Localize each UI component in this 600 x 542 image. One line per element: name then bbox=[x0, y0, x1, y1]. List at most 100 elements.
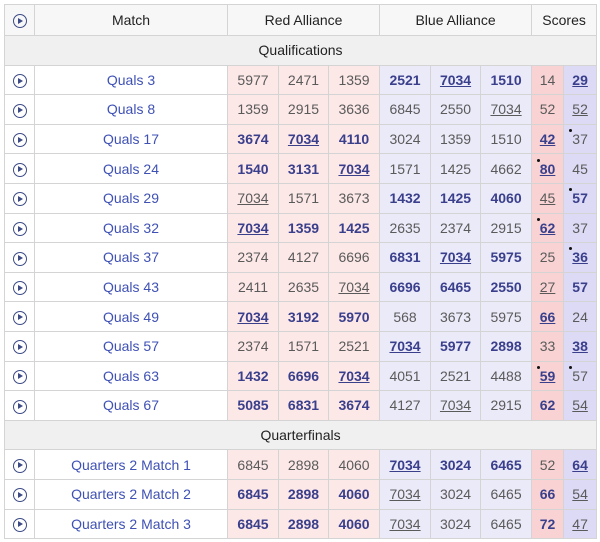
red-team-cell[interactable]: 2471 bbox=[278, 64, 329, 96]
red-team-cell[interactable]: 6831 bbox=[278, 390, 329, 421]
blue-team-cell[interactable]: 7034 bbox=[480, 94, 533, 125]
blue-team-cell[interactable]: 7034 bbox=[430, 242, 482, 273]
blue-team-cell[interactable]: 2898 bbox=[480, 330, 533, 362]
red-score-cell[interactable]: 52 bbox=[531, 449, 565, 480]
blue-team-cell[interactable]: 4060 bbox=[480, 182, 533, 214]
red-team-cell[interactable]: 1571 bbox=[278, 182, 329, 214]
play-cell[interactable] bbox=[4, 242, 35, 273]
match-link[interactable]: Quals 63 bbox=[34, 360, 228, 392]
red-team-cell[interactable]: 4127 bbox=[278, 242, 329, 273]
blue-score-cell[interactable]: 37 bbox=[563, 212, 598, 244]
red-team-cell[interactable]: 2521 bbox=[327, 330, 381, 362]
match-link[interactable]: Quals 8 bbox=[34, 94, 228, 125]
red-team-cell[interactable]: 3673 bbox=[327, 182, 381, 214]
blue-team-cell[interactable]: 5975 bbox=[480, 301, 533, 332]
match-link[interactable]: Quarters 2 Match 1 bbox=[34, 449, 228, 480]
red-team-cell[interactable]: 7034 bbox=[227, 301, 279, 332]
blue-team-cell[interactable]: 6465 bbox=[430, 271, 482, 303]
blue-team-cell[interactable]: 2521 bbox=[430, 360, 482, 392]
blue-team-cell[interactable]: 3024 bbox=[430, 508, 482, 540]
red-score-cell[interactable]: 59 bbox=[531, 360, 565, 392]
play-cell[interactable] bbox=[4, 94, 35, 125]
red-score-cell[interactable]: 66 bbox=[531, 478, 565, 510]
red-team-cell[interactable]: 6845 bbox=[227, 478, 279, 510]
red-team-cell[interactable]: 1571 bbox=[278, 330, 329, 362]
blue-team-cell[interactable]: 1425 bbox=[430, 182, 482, 214]
play-circle-icon[interactable] bbox=[12, 517, 27, 532]
blue-score-cell[interactable]: 64 bbox=[563, 449, 598, 480]
play-cell[interactable] bbox=[4, 390, 35, 421]
play-circle-icon[interactable] bbox=[12, 133, 27, 148]
red-team-cell[interactable]: 1540 bbox=[227, 153, 279, 184]
blue-team-cell[interactable]: 7034 bbox=[379, 478, 432, 510]
red-team-cell[interactable]: 3131 bbox=[278, 153, 329, 184]
red-team-cell[interactable]: 2411 bbox=[227, 271, 279, 303]
blue-team-cell[interactable]: 1510 bbox=[480, 64, 533, 96]
blue-team-cell[interactable]: 2550 bbox=[480, 271, 533, 303]
red-team-cell[interactable]: 7034 bbox=[327, 153, 381, 184]
play-cell[interactable] bbox=[4, 64, 35, 96]
red-team-cell[interactable]: 3674 bbox=[327, 390, 381, 421]
blue-score-cell[interactable]: 57 bbox=[563, 182, 598, 214]
blue-team-cell[interactable]: 2915 bbox=[480, 390, 533, 421]
play-cell[interactable] bbox=[4, 478, 35, 510]
blue-team-cell[interactable]: 4051 bbox=[379, 360, 432, 392]
match-link[interactable]: Quals 24 bbox=[34, 153, 228, 184]
blue-score-cell[interactable]: 52 bbox=[563, 94, 598, 125]
blue-team-cell[interactable]: 1571 bbox=[379, 153, 432, 184]
play-cell[interactable] bbox=[4, 182, 35, 214]
red-team-cell[interactable]: 5085 bbox=[227, 390, 279, 421]
blue-score-cell[interactable]: 24 bbox=[563, 301, 598, 332]
red-team-cell[interactable]: 1359 bbox=[327, 64, 381, 96]
blue-team-cell[interactable]: 6845 bbox=[379, 94, 432, 125]
blue-team-cell[interactable]: 3024 bbox=[379, 123, 432, 155]
red-score-cell[interactable]: 80 bbox=[531, 153, 565, 184]
play-circle-icon[interactable] bbox=[12, 281, 27, 296]
red-score-cell[interactable]: 66 bbox=[531, 301, 565, 332]
blue-team-cell[interactable]: 4127 bbox=[379, 390, 432, 421]
red-team-cell[interactable]: 4060 bbox=[327, 449, 381, 480]
blue-team-cell[interactable]: 1359 bbox=[430, 123, 482, 155]
match-link[interactable]: Quals 37 bbox=[34, 242, 228, 273]
red-team-cell[interactable]: 6845 bbox=[227, 449, 279, 480]
blue-team-cell[interactable]: 1510 bbox=[480, 123, 533, 155]
blue-team-cell[interactable]: 3673 bbox=[430, 301, 482, 332]
match-link[interactable]: Quals 43 bbox=[34, 271, 228, 303]
play-circle-icon[interactable] bbox=[12, 340, 27, 355]
red-team-cell[interactable]: 1425 bbox=[327, 212, 381, 244]
match-link[interactable]: Quals 57 bbox=[34, 330, 228, 362]
play-circle-icon[interactable] bbox=[12, 74, 27, 89]
red-team-cell[interactable]: 2635 bbox=[278, 271, 329, 303]
red-team-cell[interactable]: 4110 bbox=[327, 123, 381, 155]
play-circle-icon[interactable] bbox=[12, 162, 27, 177]
blue-team-cell[interactable]: 568 bbox=[379, 301, 432, 332]
play-cell[interactable] bbox=[4, 360, 35, 392]
play-circle-icon[interactable] bbox=[12, 369, 27, 384]
match-link[interactable]: Quals 17 bbox=[34, 123, 228, 155]
match-link[interactable]: Quals 32 bbox=[34, 212, 228, 244]
red-score-cell[interactable]: 25 bbox=[531, 242, 565, 273]
blue-team-cell[interactable]: 2374 bbox=[430, 212, 482, 244]
blue-team-cell[interactable]: 2521 bbox=[379, 64, 432, 96]
blue-team-cell[interactable]: 7034 bbox=[379, 330, 432, 362]
blue-team-cell[interactable]: 7034 bbox=[430, 64, 482, 96]
match-link[interactable]: Quals 67 bbox=[34, 390, 228, 421]
blue-team-cell[interactable]: 2635 bbox=[379, 212, 432, 244]
blue-score-cell[interactable]: 57 bbox=[563, 360, 598, 392]
play-circle-icon[interactable] bbox=[12, 103, 27, 118]
blue-score-cell[interactable]: 54 bbox=[563, 390, 598, 421]
red-team-cell[interactable]: 2898 bbox=[278, 508, 329, 540]
blue-team-cell[interactable]: 7034 bbox=[430, 390, 482, 421]
blue-team-cell[interactable]: 6831 bbox=[379, 242, 432, 273]
red-score-cell[interactable]: 52 bbox=[531, 94, 565, 125]
blue-score-cell[interactable]: 37 bbox=[563, 123, 598, 155]
red-team-cell[interactable]: 2898 bbox=[278, 478, 329, 510]
blue-team-cell[interactable]: 6465 bbox=[480, 449, 533, 480]
blue-team-cell[interactable]: 7034 bbox=[379, 508, 432, 540]
blue-team-cell[interactable]: 7034 bbox=[379, 449, 432, 480]
red-team-cell[interactable]: 1432 bbox=[227, 360, 279, 392]
blue-score-cell[interactable]: 36 bbox=[563, 242, 598, 273]
red-team-cell[interactable]: 7034 bbox=[327, 360, 381, 392]
blue-team-cell[interactable]: 6696 bbox=[379, 271, 432, 303]
red-score-cell[interactable]: 72 bbox=[531, 508, 565, 540]
